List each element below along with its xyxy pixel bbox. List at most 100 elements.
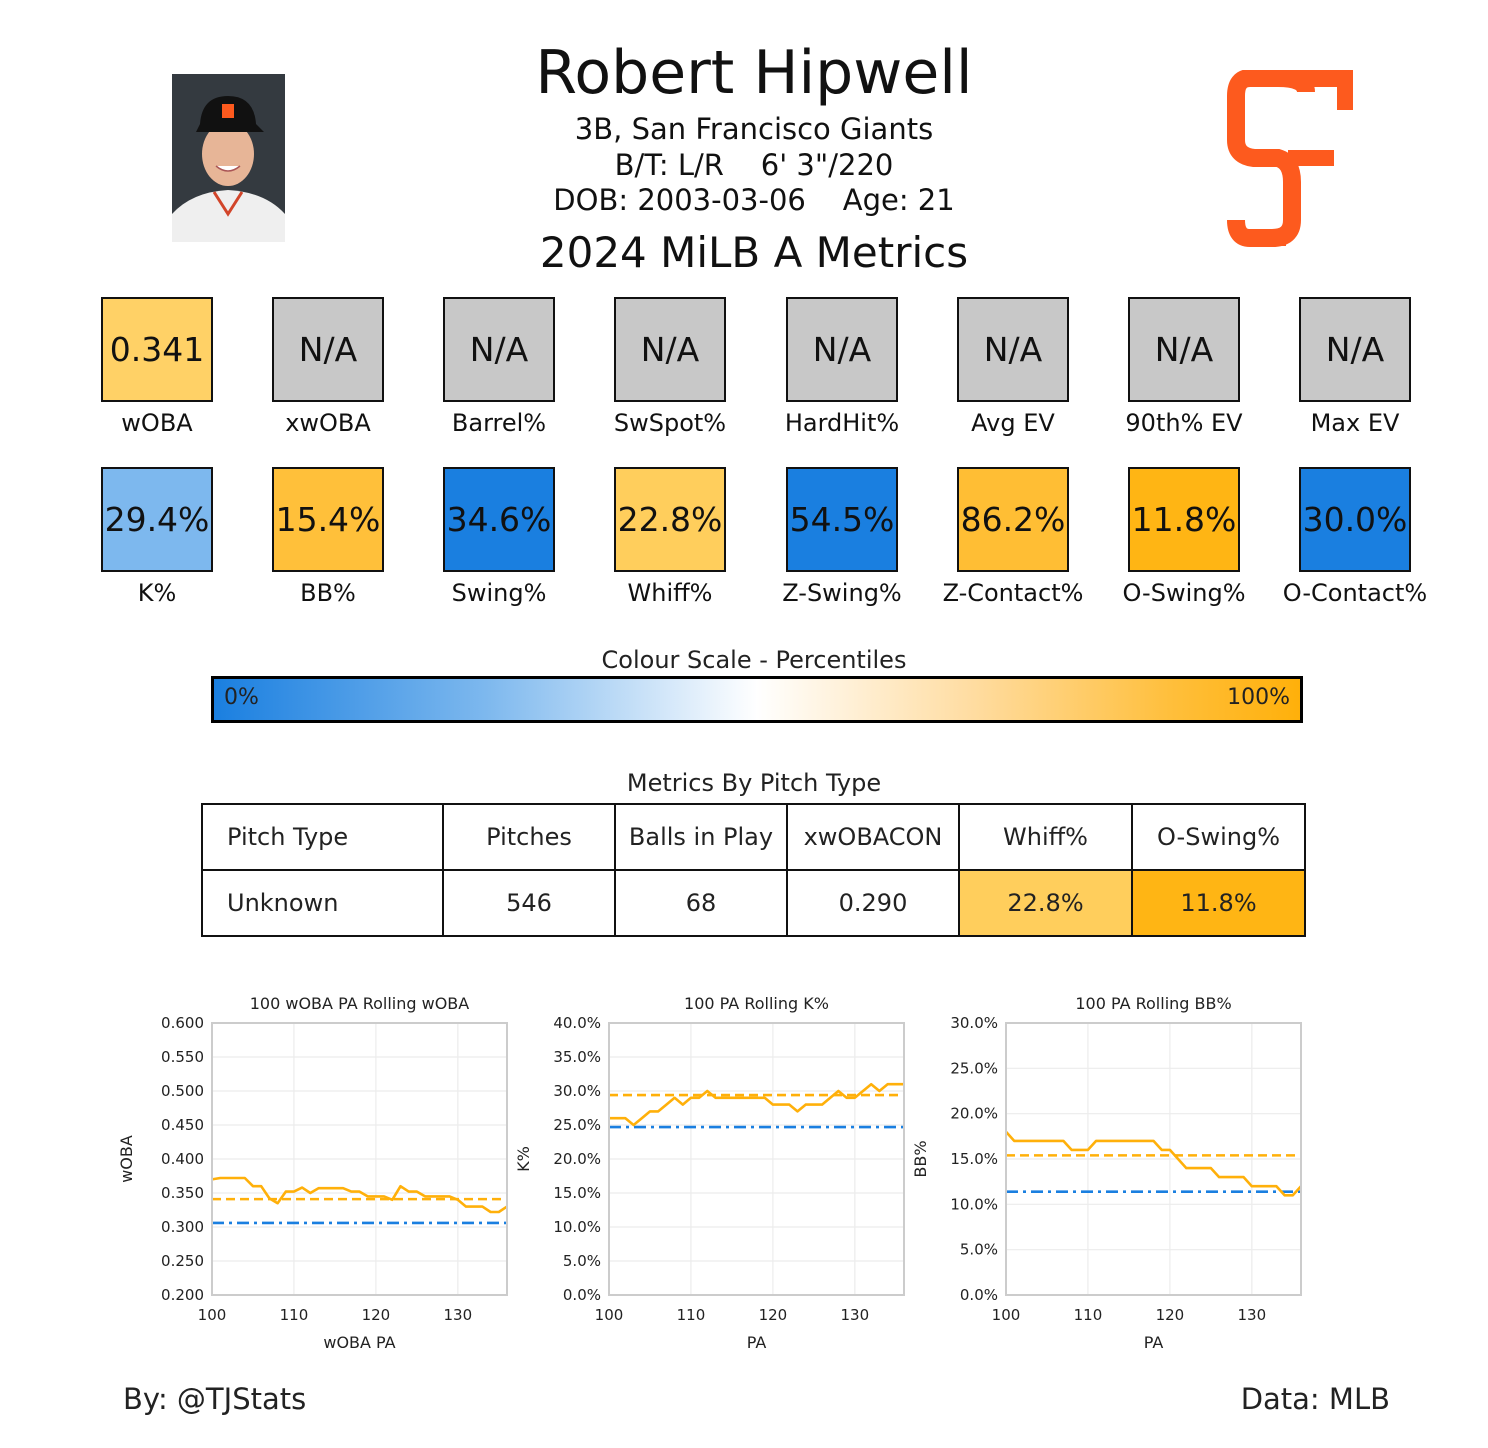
metric-tile-value: 11.8% bbox=[1128, 467, 1240, 572]
y-tick-label: 5.0% bbox=[960, 1241, 998, 1259]
x-tick-label: 100 bbox=[198, 1306, 227, 1324]
x-tick-label: 100 bbox=[992, 1306, 1021, 1324]
metric-tile-label: SwSpot% bbox=[613, 409, 727, 437]
metric-tile-value: N/A bbox=[614, 297, 726, 402]
y-tick-label: 0.300 bbox=[161, 1218, 204, 1236]
x-tick-label: 110 bbox=[677, 1306, 706, 1324]
metric-tile-value: 34.6% bbox=[443, 467, 555, 572]
chart-title: 100 PA Rolling BB% bbox=[1075, 994, 1231, 1013]
table-cell: 22.8% bbox=[958, 869, 1133, 937]
table-header-cell: Whiff% bbox=[958, 803, 1133, 871]
x-tick-label: 120 bbox=[1156, 1306, 1185, 1324]
metric-tile-value: 54.5% bbox=[786, 467, 898, 572]
y-tick-label: 30.0% bbox=[950, 1014, 998, 1032]
rolling-series-line bbox=[211, 1176, 508, 1214]
plot-frame bbox=[1005, 1022, 1302, 1296]
y-tick-label: 5.0% bbox=[563, 1252, 601, 1270]
metric-tile-label: Swing% bbox=[451, 579, 547, 607]
plot-frame bbox=[211, 1022, 508, 1296]
metric-tile-value: N/A bbox=[1128, 297, 1240, 402]
table-header-cell: Pitch Type bbox=[201, 803, 444, 871]
metric-tile-value: 22.8% bbox=[614, 467, 726, 572]
y-tick-label: 20.0% bbox=[553, 1150, 601, 1168]
table-header-cell: Balls in Play bbox=[614, 803, 788, 871]
table-cell: 68 bbox=[614, 869, 788, 937]
metric-tile-label: K% bbox=[137, 579, 177, 607]
metric-tile-value: 30.0% bbox=[1299, 467, 1411, 572]
x-tick-label: 130 bbox=[841, 1306, 870, 1324]
section-title: 2024 MiLB A Metrics bbox=[539, 228, 969, 277]
y-tick-label: 25.0% bbox=[950, 1059, 998, 1077]
player-headshot bbox=[172, 74, 285, 242]
table-cell: Unknown bbox=[201, 869, 444, 937]
table-row: Unknown 546 68 0.290 22.8% 11.8% bbox=[201, 869, 1306, 937]
table-cell: 11.8% bbox=[1131, 869, 1306, 937]
x-tick-label: 130 bbox=[444, 1306, 473, 1324]
table-cell: 0.290 bbox=[786, 869, 960, 937]
y-tick-label: 35.0% bbox=[553, 1048, 601, 1066]
y-tick-label: 0.400 bbox=[161, 1150, 204, 1168]
table-header-cell: xwOBACON bbox=[786, 803, 960, 871]
table-header-cell: Pitches bbox=[442, 803, 616, 871]
metric-tile-value: 29.4% bbox=[101, 467, 213, 572]
y-tick-label: 0.500 bbox=[161, 1082, 204, 1100]
x-tick-label: 110 bbox=[1074, 1306, 1103, 1324]
metric-tile-value: N/A bbox=[957, 297, 1069, 402]
metric-tile-value: N/A bbox=[1299, 297, 1411, 402]
rolling-series-line bbox=[1005, 1130, 1302, 1197]
x-axis-label: PA bbox=[1144, 1333, 1164, 1352]
player-position-team: 3B, San Francisco Giants bbox=[574, 112, 934, 146]
colour-scale-max-label: 100% bbox=[1227, 685, 1290, 710]
player-bats-throws-size: B/T: L/R 6' 3"/220 bbox=[614, 148, 894, 182]
metric-tile-value: 86.2% bbox=[957, 467, 1069, 572]
chart-rolling-k-pct: 100 PA Rolling K% 100 110 120 130 0.0% 5.0% 10.… bbox=[514, 994, 905, 1352]
chart-rolling-woba: 100 wOBA PA Rolling wOBA 100 110 120 130 0.20… bbox=[117, 994, 508, 1352]
metric-tile-label: Barrel% bbox=[451, 409, 547, 437]
y-tick-label: 40.0% bbox=[553, 1014, 601, 1032]
metric-tile-label: O-Contact% bbox=[1282, 579, 1428, 607]
metric-tile-label: 90th% EV bbox=[1125, 409, 1243, 437]
y-tick-label: 0.0% bbox=[563, 1286, 601, 1304]
metric-tile-label: O-Swing% bbox=[1122, 579, 1246, 607]
x-tick-label: 110 bbox=[280, 1306, 309, 1324]
metric-tile-label: Avg EV bbox=[971, 409, 1055, 437]
metric-tile-value: N/A bbox=[443, 297, 555, 402]
metric-tile-label: Z-Swing% bbox=[782, 579, 902, 607]
player-headshot-image bbox=[172, 74, 285, 242]
metric-tile-label: xwOBA bbox=[285, 409, 371, 437]
metric-tile-label: Max EV bbox=[1310, 409, 1400, 437]
chart-title: 100 wOBA PA Rolling wOBA bbox=[250, 994, 470, 1013]
x-tick-label: 120 bbox=[759, 1306, 788, 1324]
player-dob-age: DOB: 2003-03-06 Age: 21 bbox=[553, 183, 955, 217]
y-tick-label: 30.0% bbox=[553, 1082, 601, 1100]
pitch-table-title: Metrics By Pitch Type bbox=[626, 769, 882, 797]
metric-tile-label: BB% bbox=[300, 579, 356, 607]
player-name: Robert Hipwell bbox=[535, 38, 973, 108]
y-tick-label: 0.550 bbox=[161, 1048, 204, 1066]
y-tick-label: 0.0% bbox=[960, 1286, 998, 1304]
table-header-row: Pitch Type Pitches Balls in Play xwOBACO… bbox=[201, 803, 1306, 871]
metric-tile-value: 0.341 bbox=[101, 297, 213, 402]
x-axis-label: PA bbox=[747, 1333, 767, 1352]
y-tick-label: 0.350 bbox=[161, 1184, 204, 1202]
colour-scale-min-label: 0% bbox=[224, 685, 259, 710]
colour-scale-title: Colour Scale - Percentiles bbox=[601, 646, 907, 674]
metric-tile-label: wOBA bbox=[121, 409, 193, 437]
chart-rolling-bb-pct: 100 PA Rolling BB% 100 110 120 130 0.0% 5.0% 10… bbox=[911, 994, 1302, 1352]
rolling-series-line bbox=[609, 1082, 904, 1127]
x-tick-label: 130 bbox=[1238, 1306, 1267, 1324]
y-tick-label: 20.0% bbox=[950, 1105, 998, 1123]
metric-tile-label: HardHit% bbox=[784, 409, 900, 437]
y-tick-label: 10.0% bbox=[950, 1195, 998, 1213]
plot-frame bbox=[608, 1022, 905, 1296]
team-logo bbox=[1218, 69, 1355, 250]
metric-tile-value: N/A bbox=[272, 297, 384, 402]
metric-tile-label: Whiff% bbox=[627, 579, 713, 607]
y-axis-label: wOBA bbox=[117, 1135, 136, 1183]
colour-scale-bar: 0% 100% bbox=[211, 676, 1303, 723]
metric-tile-value: 15.4% bbox=[272, 467, 384, 572]
x-tick-label: 100 bbox=[595, 1306, 624, 1324]
footer-author: By: @TJStats bbox=[123, 1382, 307, 1416]
metric-tile-value: N/A bbox=[786, 297, 898, 402]
chart-title: 100 PA Rolling K% bbox=[684, 994, 829, 1013]
